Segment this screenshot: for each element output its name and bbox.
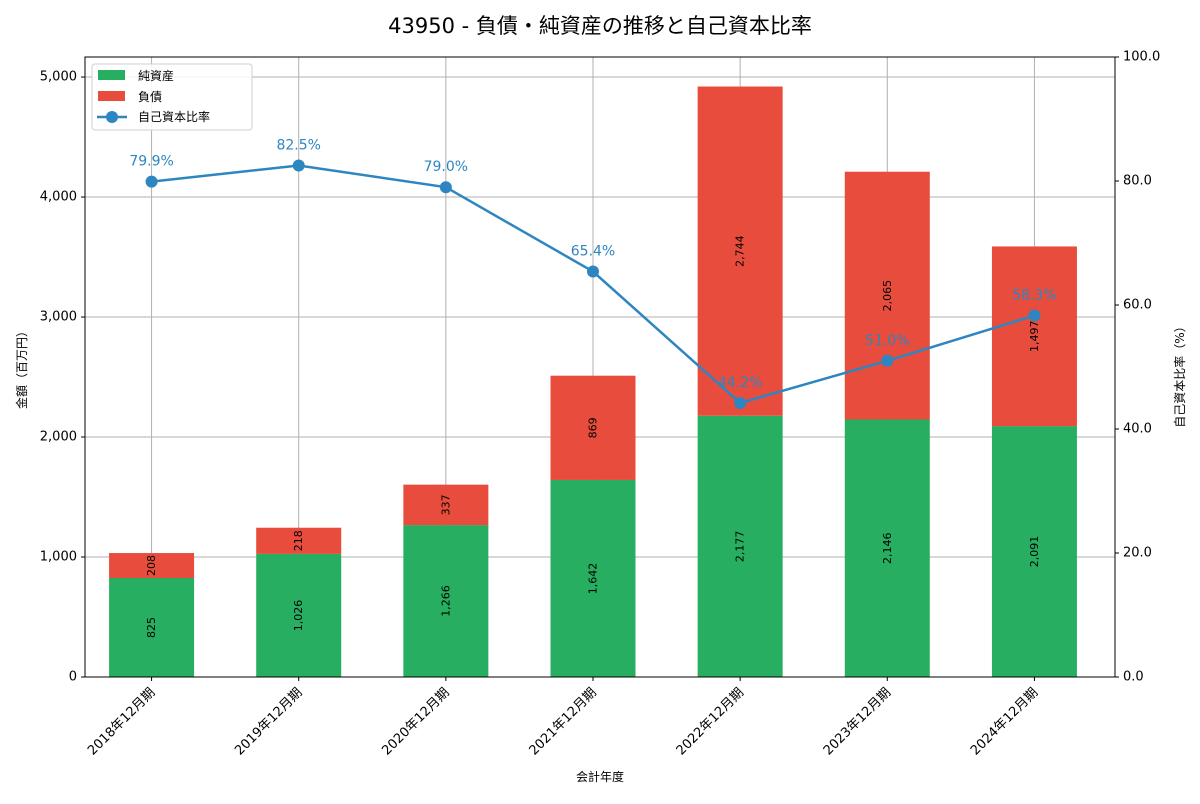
bar-liabilities	[844, 171, 930, 420]
bar-liabilities	[403, 484, 489, 526]
bar-net-assets	[844, 419, 930, 677]
bar-label-liabilities: 218	[292, 530, 305, 551]
x-tick-label: 2022年12月期	[674, 685, 747, 758]
bar-series	[109, 86, 1077, 677]
y-axis-label-left: 金額（百万円）	[14, 325, 29, 409]
y-tick-label-right: 60.0	[1123, 298, 1152, 313]
legend-label-net-assets: 純資産	[138, 68, 174, 83]
y-tick-label-right: 80.0	[1123, 174, 1152, 189]
bar-net-assets	[550, 479, 636, 677]
ratio-label: 44.2%	[718, 375, 762, 391]
bar-label-net-assets: 2,091	[1028, 536, 1041, 568]
x-tick-label: 2023年12月期	[821, 685, 894, 758]
y-tick-label-left: 2,000	[40, 430, 77, 445]
ratio-label: 58.3%	[1012, 288, 1056, 304]
bar-liabilities	[697, 86, 783, 416]
legend-swatch-liabilities	[98, 91, 125, 101]
ratio-marker	[439, 181, 452, 194]
legend-label-liabilities: 負債	[138, 89, 162, 104]
bar-label-net-assets: 825	[145, 617, 158, 638]
bar-label-liabilities: 337	[439, 494, 452, 515]
bar-net-assets	[697, 415, 783, 677]
bar-liabilities	[256, 527, 342, 554]
ratio-label: 51.0%	[865, 333, 909, 349]
ratio-marker	[734, 396, 747, 409]
ratio-marker	[145, 175, 158, 188]
bar-liabilities	[550, 375, 636, 480]
x-tick-label: 2020年12月期	[379, 685, 452, 758]
bar-label-net-assets: 1,642	[587, 563, 600, 595]
ratio-label: 82.5%	[276, 138, 320, 154]
ratio-marker	[1028, 309, 1041, 322]
y-tick-label-left: 3,000	[40, 310, 77, 325]
ratio-label: 79.9%	[129, 154, 173, 170]
y-tick-label-right: 20.0	[1123, 546, 1152, 561]
bar-liabilities	[991, 246, 1077, 427]
y-tick-label-right: 0.0	[1123, 670, 1144, 685]
ratio-label: 79.0%	[424, 159, 468, 175]
y-tick-label-right: 100.0	[1123, 50, 1160, 65]
x-tick-label: 2019年12月期	[232, 685, 305, 758]
x-tick-label: 2024年12月期	[968, 685, 1041, 758]
y-tick-label-left: 5,000	[40, 70, 77, 85]
y-tick-label-left: 0	[69, 670, 77, 685]
bar-net-assets	[403, 525, 489, 677]
bar-label-net-assets: 1,026	[292, 600, 305, 632]
bar-label-net-assets: 2,146	[881, 532, 894, 564]
bar-net-assets	[991, 426, 1077, 677]
ratio-marker	[587, 265, 599, 278]
ratio-marker	[292, 159, 305, 172]
bar-label-liabilities: 869	[587, 417, 600, 438]
bar-net-assets	[109, 578, 195, 677]
y-tick-label-left: 1,000	[40, 550, 77, 565]
y-tick-label-left: 4,000	[40, 190, 77, 205]
bar-label-liabilities: 2,744	[734, 235, 747, 266]
y-axis-label-right: 自己資本比率（%）	[1172, 320, 1187, 427]
bar-label-net-assets: 1,266	[439, 585, 452, 617]
bar-value-labels: 825 208 1,026 218 1,266 337 1,642 869 2,177 2,744…	[145, 235, 1041, 638]
y-tick-label-right: 40.0	[1123, 422, 1152, 437]
chart-title: 43950 - 負債・純資産の推移と自己資本比率	[388, 14, 812, 38]
legend-label-ratio: 自己資本比率	[138, 109, 210, 124]
ratio-marker	[881, 354, 894, 367]
bar-net-assets	[256, 553, 342, 677]
x-tick-label: 2021年12月期	[527, 685, 600, 758]
ratio-label: 65.4%	[571, 244, 615, 260]
legend-marker-ratio	[106, 111, 118, 123]
equity-ratio-line: 79.9% 82.5% 79.0% 65.4% 44.2% 51.0% 58.3%	[129, 138, 1057, 409]
bar-label-liabilities: 2,065	[881, 280, 894, 312]
bar-label-liabilities: 1,497	[1028, 321, 1041, 353]
bar-liabilities	[109, 553, 195, 579]
legend-swatch-net-assets	[98, 70, 125, 80]
x-axis-label: 会計年度	[576, 769, 624, 784]
bar-label-liabilities: 208	[145, 555, 158, 576]
x-tick-label: 2018年12月期	[85, 685, 158, 758]
bar-label-net-assets: 2,177	[734, 531, 747, 563]
